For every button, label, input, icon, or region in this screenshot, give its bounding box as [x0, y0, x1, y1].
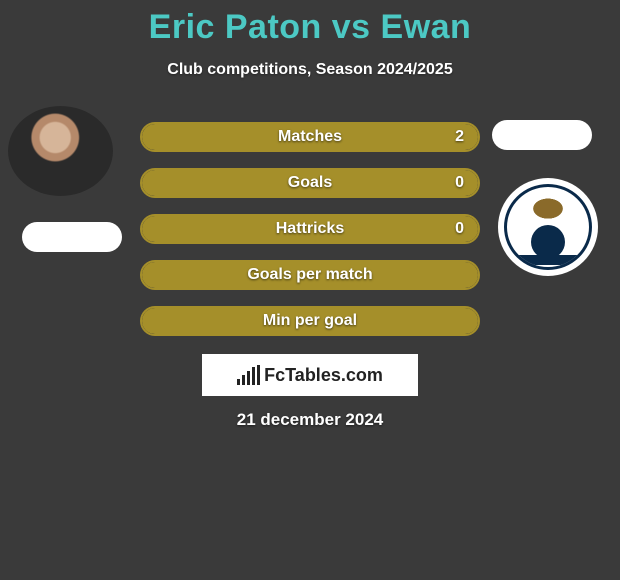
- stat-bar-label: Goals per match: [247, 266, 372, 284]
- stat-bar-hattricks: Hattricks 0: [140, 214, 480, 244]
- stat-bar-value: 0: [455, 220, 464, 238]
- page-subtitle: Club competitions, Season 2024/2025: [0, 61, 620, 79]
- fctables-logo: FcTables.com: [202, 354, 418, 396]
- player-right-pill: [492, 120, 592, 150]
- stat-bars: Matches 2 Goals 0 Hattricks 0 Goals per …: [140, 122, 480, 352]
- stat-bar-matches: Matches 2: [140, 122, 480, 152]
- stat-bar-label: Goals: [288, 174, 332, 192]
- player-right-crest: [498, 178, 598, 276]
- stat-bar-min-per-goal: Min per goal: [140, 306, 480, 336]
- stat-bar-goals: Goals 0: [140, 168, 480, 198]
- stat-bar-value: 2: [455, 128, 464, 146]
- stat-bar-value: 0: [455, 174, 464, 192]
- stat-bar-label: Hattricks: [276, 220, 344, 238]
- player-left-pill: [22, 222, 122, 252]
- stat-bar-goals-per-match: Goals per match: [140, 260, 480, 290]
- logo-bars-icon: [237, 365, 260, 385]
- player-left-avatar: [8, 106, 113, 196]
- stat-bar-label: Min per goal: [263, 312, 357, 330]
- logo-text: FcTables.com: [264, 365, 383, 386]
- page-title: Eric Paton vs Ewan: [0, 0, 620, 47]
- page-date: 21 december 2024: [0, 410, 620, 430]
- stat-bar-label: Matches: [278, 128, 342, 146]
